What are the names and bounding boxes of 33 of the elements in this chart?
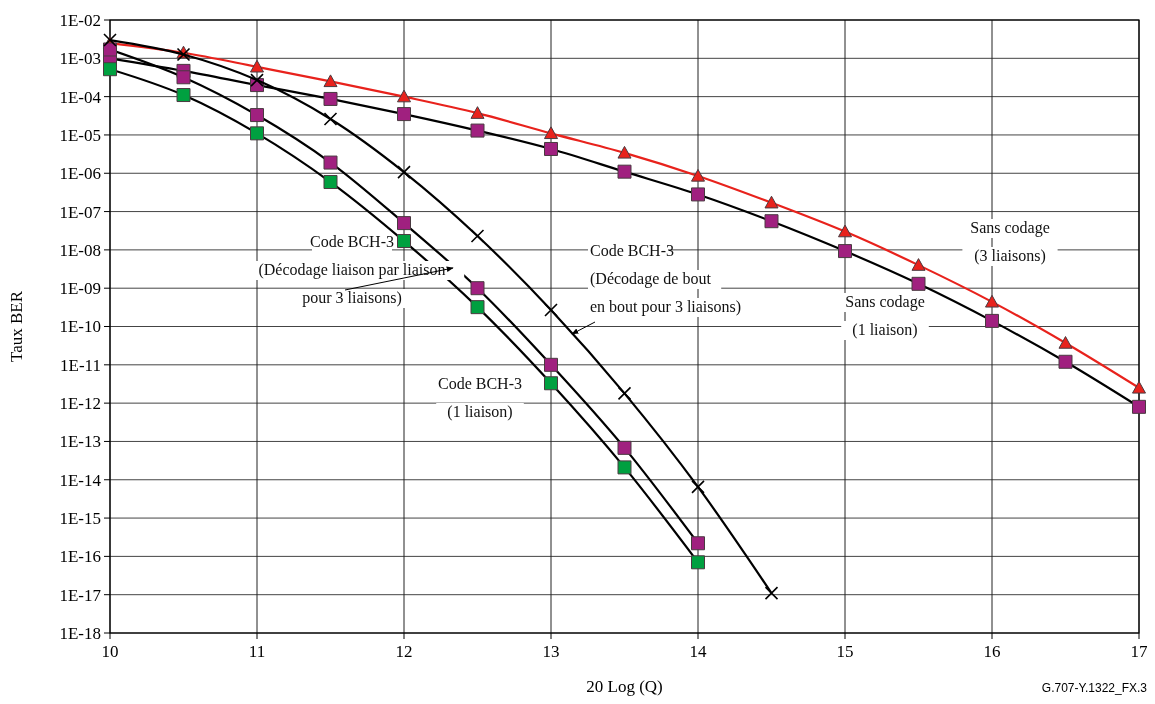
series-label: Code BCH-3 (1 liaison) bbox=[438, 375, 522, 421]
y-tick-label: 1E-13 bbox=[59, 432, 101, 452]
series-label: Sans codage (3 liaisons) bbox=[970, 219, 1050, 265]
y-tick-label: 1E-12 bbox=[59, 394, 101, 414]
x-tick-label: 12 bbox=[395, 642, 413, 661]
x-tick-label: 10 bbox=[101, 642, 119, 661]
y-tick-label: 1E-05 bbox=[59, 125, 101, 145]
y-tick-label: 1E-14 bbox=[59, 470, 102, 490]
y-tick-label: 1E-07 bbox=[59, 202, 102, 222]
y-tick-label: 1E-18 bbox=[59, 623, 101, 643]
y-axis-title: Taux BER bbox=[7, 290, 26, 363]
y-tick-label: 1E-17 bbox=[59, 585, 102, 605]
x-tick-label: 13 bbox=[542, 642, 560, 661]
y-tick-label: 1E-03 bbox=[59, 49, 101, 69]
y-tick-label: 1E-11 bbox=[60, 355, 101, 375]
x-tick-label: 17 bbox=[1130, 642, 1148, 661]
series-label: Code BCH-3 (Décodage liaison par liaison pour 3 liaisons) bbox=[258, 233, 446, 307]
y-tick-label: 1E-16 bbox=[59, 547, 101, 567]
x-tick-label: 11 bbox=[248, 642, 266, 661]
y-tick-label: 1E-10 bbox=[59, 317, 101, 337]
x-tick-label: 15 bbox=[836, 642, 854, 661]
x-axis-title: 20 Log (Q) bbox=[586, 677, 663, 696]
series-label: Sans codage (1 liaison) bbox=[845, 293, 925, 339]
x-tick-label: 16 bbox=[983, 642, 1001, 661]
y-tick-label: 1E-15 bbox=[59, 509, 101, 529]
text: G.707-Y.1322_FX.3 bbox=[1041, 681, 1148, 695]
x-tick-label: 14 bbox=[689, 642, 707, 661]
y-tick-label: 1E-09 bbox=[59, 279, 101, 299]
y-tick-label: 1E-06 bbox=[59, 164, 101, 184]
series-label: Code BCH-3 (Décodage de bout en bout pour 3 liaisons) bbox=[590, 242, 742, 316]
y-tick-label: 1E-08 bbox=[59, 240, 101, 260]
y-tick-label: 1E-04 bbox=[59, 87, 102, 107]
y-tick-label: 1E-02 bbox=[59, 10, 101, 30]
